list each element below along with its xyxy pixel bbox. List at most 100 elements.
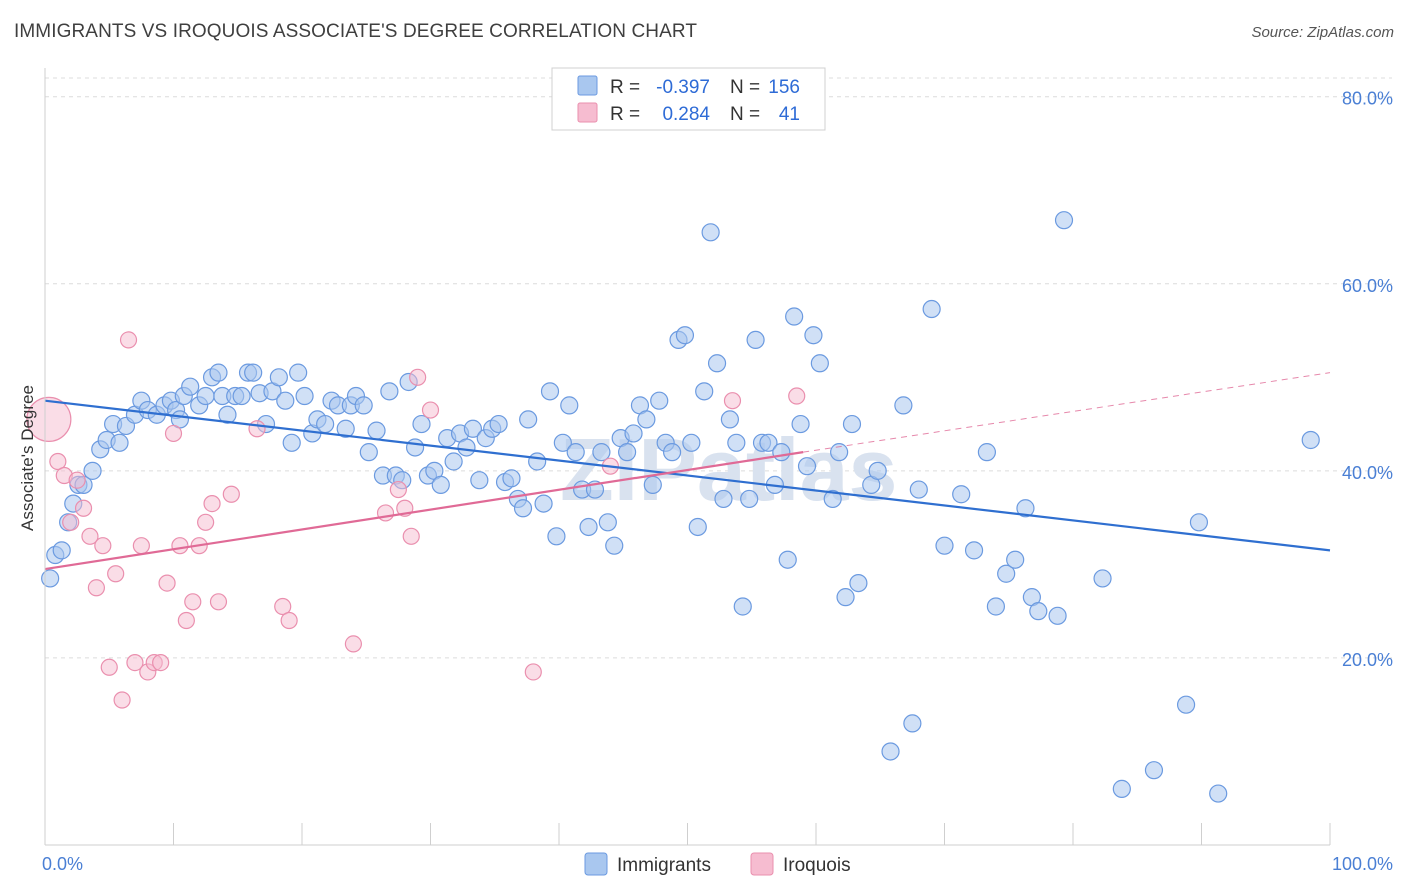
iroquois-trend-line: [44, 451, 804, 571]
immigrants-point: [868, 461, 887, 480]
iroquois-point: [74, 499, 93, 517]
immigrants-point: [637, 410, 656, 429]
immigrants-point: [714, 489, 733, 509]
iroquois-point: [119, 331, 138, 349]
iroquois-point: [788, 387, 806, 405]
y-axis-label: Associate's Degree: [18, 385, 37, 531]
immigrants-point: [232, 386, 251, 406]
immigrants-point: [643, 475, 662, 494]
immigrants-point: [778, 550, 797, 569]
immigrants-point: [688, 517, 707, 537]
immigrants-point: [849, 573, 868, 593]
immigrants-point: [209, 363, 228, 382]
immigrants-point: [1209, 784, 1228, 803]
iroquois-point: [389, 480, 407, 499]
immigrants-point: [540, 382, 560, 401]
x-tick-label: 100.0%: [1332, 854, 1393, 874]
iroquois-point: [409, 368, 427, 386]
iroquois-point: [164, 424, 183, 443]
iroquois-point: [209, 593, 228, 611]
chart-source: Source: ZipAtlas.com: [1251, 24, 1394, 41]
immigrants-point: [1048, 606, 1067, 625]
iroquois-point: [203, 494, 221, 513]
immigrants-point: [1006, 550, 1025, 569]
immigrants-point: [412, 414, 431, 434]
legend-r-value-1: -0.397: [656, 77, 710, 98]
immigrants-point: [547, 527, 566, 546]
immigrants-point: [592, 443, 611, 462]
immigrants-point: [695, 382, 714, 401]
immigrants-point: [1093, 569, 1112, 588]
legend-n-value-2: 41: [779, 104, 800, 125]
iroquois-point: [421, 401, 440, 419]
iroquois-point: [152, 654, 170, 672]
iroquois-point: [68, 471, 86, 489]
immigrants-point: [935, 536, 954, 555]
iroquois-point: [344, 635, 362, 653]
immigrants-point: [842, 414, 862, 434]
iroquois-point: [171, 537, 189, 555]
immigrants-point: [405, 438, 425, 457]
trend-layer: [44, 372, 1331, 571]
immigrants-point: [1301, 430, 1320, 450]
immigrants-trend-line: [44, 399, 1331, 552]
iroquois-point: [376, 504, 395, 522]
immigrants-point: [772, 443, 791, 462]
immigrants-point: [605, 536, 624, 555]
immigrants-point: [1189, 513, 1209, 532]
legend-n-label-1: N =: [730, 77, 760, 98]
y-tick-label: 40.0%: [1342, 463, 1393, 483]
immigrants-point: [519, 410, 538, 429]
immigrants-point: [791, 414, 810, 434]
immigrants-point: [624, 424, 643, 443]
immigrants-point: [181, 377, 200, 396]
immigrants-point: [244, 363, 263, 382]
bottom-legend-swatch-immigrants: [584, 852, 608, 876]
iroquois-point: [132, 537, 150, 555]
iroquois-trend-extension: [803, 372, 1331, 453]
immigrants-point: [534, 494, 553, 513]
iroquois-point: [113, 691, 131, 709]
immigrants-point: [1112, 779, 1131, 798]
immigrants-point: [566, 443, 585, 462]
immigrants-point: [110, 433, 129, 452]
x-tick-label: 0.0%: [42, 854, 83, 874]
immigrants-point: [444, 452, 463, 471]
immigrants-point: [804, 326, 823, 345]
immigrants-point: [662, 443, 682, 462]
immigrants-point: [316, 414, 335, 434]
immigrants-point: [881, 742, 900, 761]
immigrants-point: [1176, 695, 1196, 714]
iroquois-point: [197, 513, 215, 531]
immigrants-point: [727, 433, 746, 452]
chart-title: IMMIGRANTS VS IROQUOIS ASSOCIATE'S DEGRE…: [14, 21, 698, 42]
immigrants-point: [810, 354, 829, 373]
immigrants-point: [354, 396, 373, 415]
immigrants-point: [823, 489, 842, 509]
immigrants-point: [41, 569, 60, 588]
immigrants-point: [675, 326, 695, 345]
immigrants-point: [1016, 499, 1035, 518]
immigrants-point: [836, 588, 855, 607]
legend-swatch-iroquois: [577, 102, 598, 123]
immigrants-point: [513, 499, 533, 518]
immigrants-point: [952, 485, 971, 504]
immigrants-point: [797, 457, 817, 476]
immigrants-point: [489, 414, 508, 434]
legend-r-label-1: R =: [610, 77, 640, 98]
immigrants-point: [380, 382, 399, 401]
immigrants-point: [785, 307, 804, 326]
immigrants-point: [650, 391, 669, 410]
immigrants-point: [701, 223, 720, 242]
immigrants-point: [282, 433, 301, 452]
immigrants-point: [52, 541, 71, 560]
legend-r-label-2: R =: [610, 104, 640, 125]
immigrants-point: [733, 597, 752, 616]
immigrants-point: [83, 461, 102, 480]
iroquois-point: [524, 663, 542, 681]
immigrants-point: [922, 299, 941, 319]
iroquois-point: [107, 565, 125, 583]
immigrants-point: [682, 433, 701, 452]
immigrants-point: [276, 391, 295, 410]
